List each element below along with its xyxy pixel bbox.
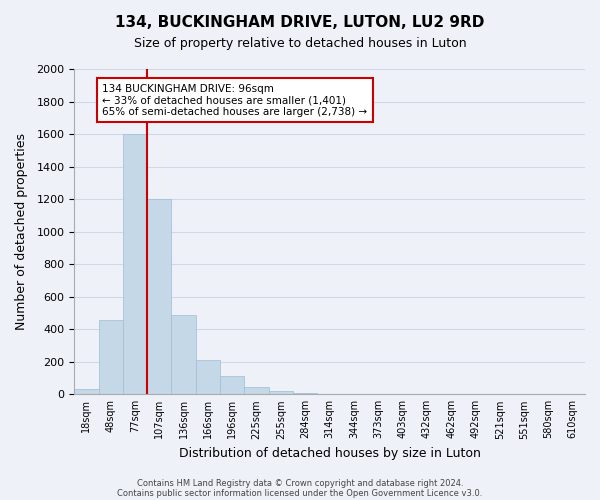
Y-axis label: Number of detached properties: Number of detached properties (15, 133, 28, 330)
Text: 134 BUCKINGHAM DRIVE: 96sqm
← 33% of detached houses are smaller (1,401)
65% of : 134 BUCKINGHAM DRIVE: 96sqm ← 33% of det… (102, 84, 367, 117)
Bar (172, 314, 196, 394)
Text: Contains public sector information licensed under the Open Government Licence v3: Contains public sector information licen… (118, 488, 482, 498)
Bar (74, 388, 98, 394)
Bar (220, 376, 244, 394)
Bar (98, 320, 123, 394)
Bar (244, 387, 269, 394)
Text: Size of property relative to detached houses in Luton: Size of property relative to detached ho… (134, 38, 466, 51)
Bar (123, 134, 147, 394)
Bar (147, 199, 172, 394)
Text: Contains HM Land Registry data © Crown copyright and database right 2024.: Contains HM Land Registry data © Crown c… (137, 478, 463, 488)
Bar (269, 392, 293, 394)
Bar (196, 360, 220, 394)
Bar (293, 393, 317, 394)
X-axis label: Distribution of detached houses by size in Luton: Distribution of detached houses by size … (179, 447, 481, 460)
Text: 134, BUCKINGHAM DRIVE, LUTON, LU2 9RD: 134, BUCKINGHAM DRIVE, LUTON, LU2 9RD (115, 15, 485, 30)
